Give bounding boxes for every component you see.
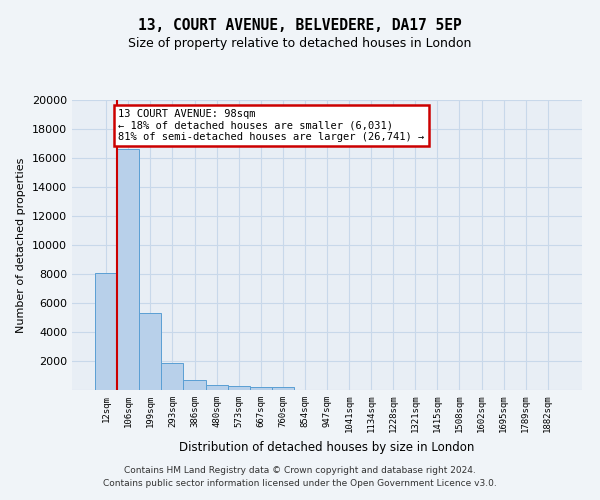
Bar: [250, 387, 272, 390]
Text: 13, COURT AVENUE, BELVEDERE, DA17 5EP: 13, COURT AVENUE, BELVEDERE, DA17 5EP: [138, 18, 462, 32]
Text: Size of property relative to detached houses in London: Size of property relative to detached ho…: [128, 38, 472, 51]
Y-axis label: Number of detached properties: Number of detached properties: [16, 158, 26, 332]
Bar: [272, 388, 294, 390]
Bar: [161, 363, 184, 390]
Bar: [95, 272, 117, 390]
X-axis label: Distribution of detached houses by size in London: Distribution of detached houses by size …: [179, 441, 475, 454]
Text: 13 COURT AVENUE: 98sqm
← 18% of detached houses are smaller (6,031)
81% of semi-: 13 COURT AVENUE: 98sqm ← 18% of detached…: [118, 108, 425, 142]
Text: Contains HM Land Registry data © Crown copyright and database right 2024.
Contai: Contains HM Land Registry data © Crown c…: [103, 466, 497, 487]
Bar: [227, 386, 250, 390]
Bar: [139, 313, 161, 390]
Bar: [206, 385, 227, 390]
Bar: [117, 150, 139, 390]
Bar: [184, 380, 206, 390]
